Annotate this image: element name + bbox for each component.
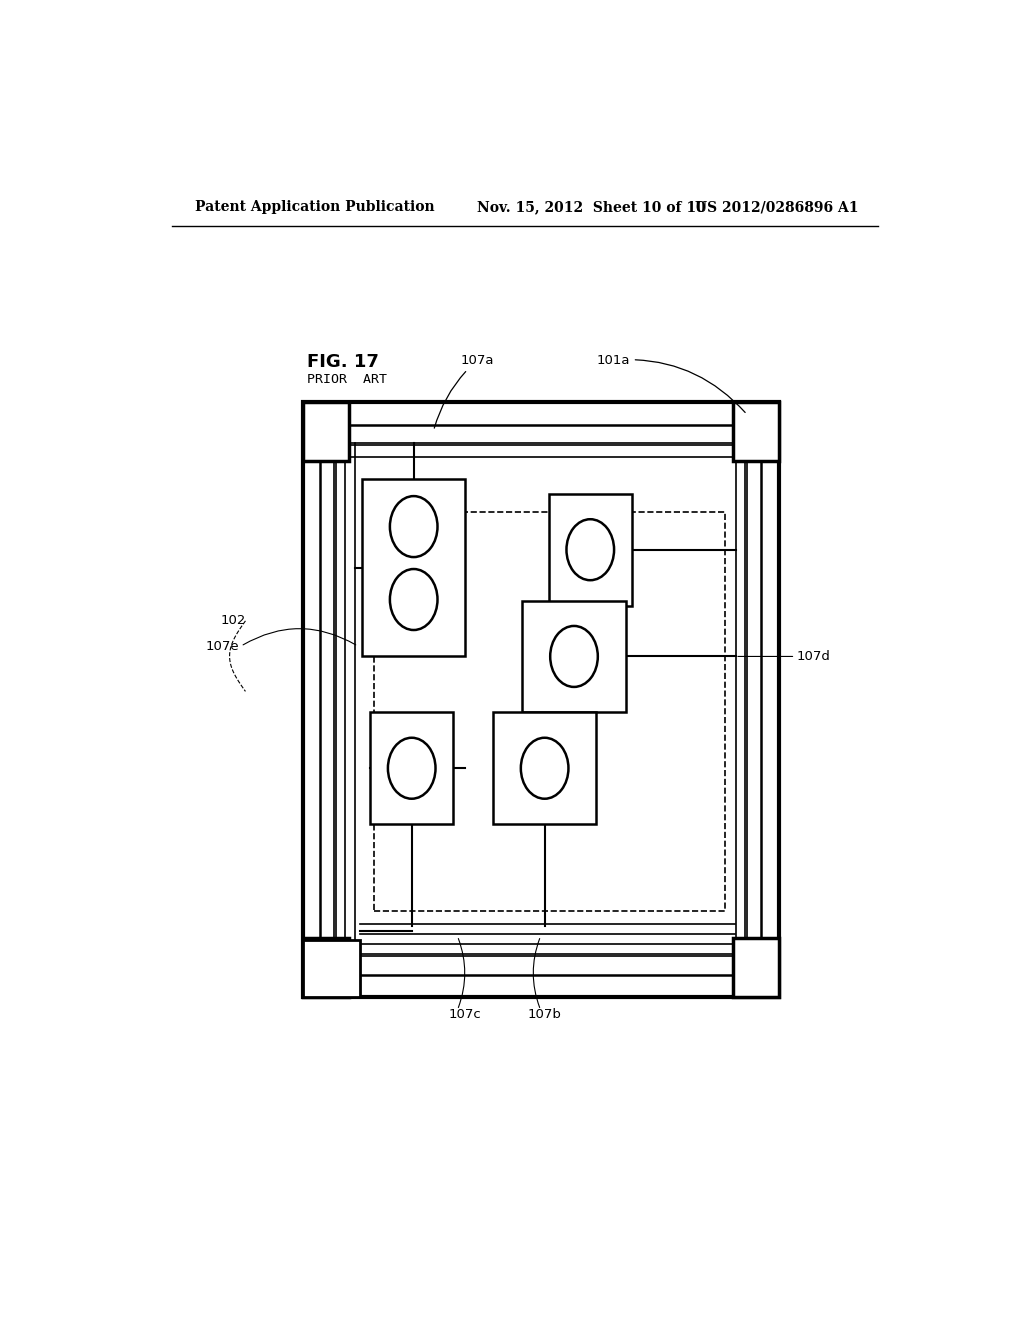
Text: 107d: 107d (797, 649, 830, 663)
Circle shape (390, 496, 437, 557)
Bar (374, 512, 725, 911)
Bar (733, 403, 778, 461)
Bar (303, 403, 348, 461)
Circle shape (390, 569, 437, 630)
Text: Patent Application Publication: Patent Application Publication (196, 201, 435, 214)
Text: 107e: 107e (206, 640, 240, 653)
Circle shape (550, 626, 598, 686)
Bar (303, 403, 778, 997)
Text: FIG. 17: FIG. 17 (306, 352, 379, 371)
Bar (494, 713, 596, 824)
Text: US 2012/0286896 A1: US 2012/0286896 A1 (694, 201, 858, 214)
Bar (549, 494, 632, 606)
Bar (303, 939, 348, 997)
Text: 101a: 101a (596, 354, 745, 412)
Text: 107b: 107b (527, 1007, 561, 1020)
Text: Nov. 15, 2012  Sheet 10 of 10: Nov. 15, 2012 Sheet 10 of 10 (477, 201, 706, 214)
Bar (733, 939, 778, 997)
Circle shape (566, 519, 614, 581)
Text: PRIOR  ART: PRIOR ART (306, 374, 387, 387)
Circle shape (521, 738, 568, 799)
Text: 102: 102 (220, 614, 246, 627)
Circle shape (388, 738, 435, 799)
Bar (334, 444, 748, 956)
Text: 107a: 107a (434, 354, 494, 428)
Bar (362, 479, 465, 656)
Bar (370, 713, 454, 824)
Bar (522, 601, 626, 713)
Bar (303, 940, 359, 997)
Text: 107c: 107c (449, 1007, 481, 1020)
Bar (321, 425, 761, 974)
